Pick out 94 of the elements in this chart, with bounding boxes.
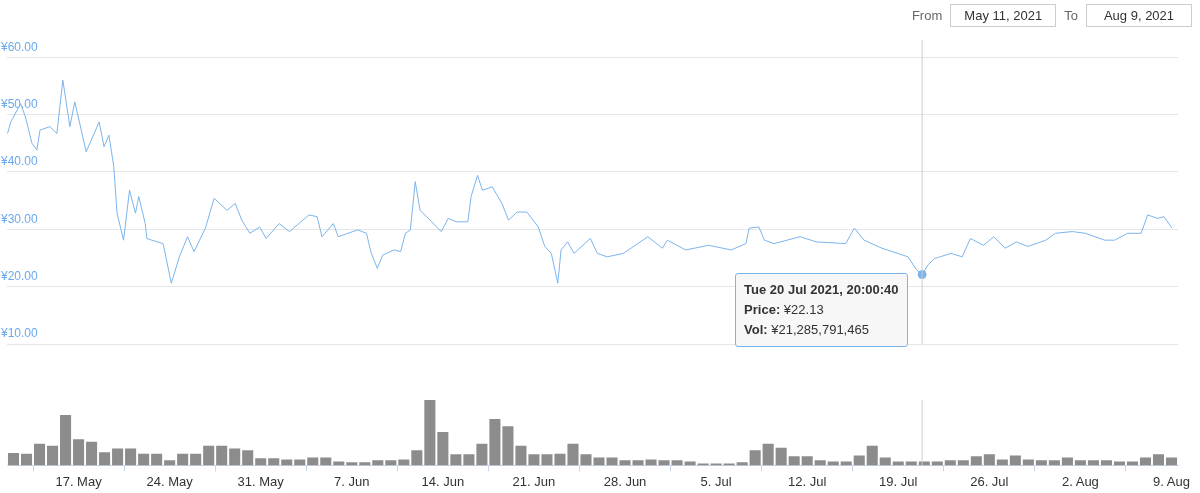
bar bbox=[944, 460, 956, 466]
bar bbox=[47, 445, 59, 466]
text: To bbox=[1064, 8, 1078, 23]
date-field: May 11, 2021 bbox=[950, 4, 1057, 27]
bar bbox=[671, 460, 683, 466]
bar bbox=[983, 454, 995, 466]
bar bbox=[1087, 460, 1099, 466]
bar bbox=[788, 456, 800, 466]
bar bbox=[801, 456, 813, 466]
bar bbox=[1074, 460, 1086, 466]
bar bbox=[7, 452, 20, 466]
bar bbox=[1152, 454, 1165, 466]
x-tick-label: 14. Jun bbox=[421, 473, 465, 489]
bar bbox=[736, 462, 748, 466]
y-tick-label: ¥30.00 bbox=[0, 211, 39, 226]
bar bbox=[827, 461, 839, 466]
bar bbox=[463, 454, 475, 466]
x-tick-label: 21. Jun bbox=[512, 473, 556, 489]
x-tick-label: 28. Jun bbox=[603, 473, 647, 489]
bar bbox=[814, 460, 826, 466]
bar bbox=[372, 460, 384, 466]
bar bbox=[1035, 460, 1047, 466]
bar bbox=[684, 461, 696, 466]
bar bbox=[424, 400, 436, 466]
bar bbox=[957, 460, 969, 466]
bar bbox=[99, 452, 111, 466]
bar bbox=[437, 432, 449, 466]
bar bbox=[216, 445, 228, 466]
bar bbox=[892, 461, 904, 466]
bar bbox=[385, 460, 397, 466]
x-tick-label: 17. May bbox=[55, 473, 103, 489]
bar bbox=[970, 456, 982, 466]
y-tick-label: ¥40.00 bbox=[0, 154, 39, 169]
bar bbox=[164, 460, 176, 466]
bar bbox=[632, 460, 644, 466]
bar bbox=[73, 439, 85, 466]
bar bbox=[1113, 461, 1125, 466]
x-tick-label: 26. Jul bbox=[970, 473, 1009, 489]
annotation: Tue 20 Jul 2021, 20:00:40 bbox=[744, 281, 899, 297]
bar bbox=[489, 418, 501, 466]
bar bbox=[1009, 455, 1021, 466]
y-tick-label: ¥50.00 bbox=[0, 96, 39, 111]
bar bbox=[515, 445, 527, 466]
x-tick-label: 7. Jun bbox=[334, 473, 370, 489]
bar bbox=[255, 458, 267, 466]
y-tick-label: ¥60.00 bbox=[0, 39, 39, 54]
bar bbox=[866, 445, 878, 466]
bar bbox=[268, 458, 280, 466]
bar bbox=[86, 441, 98, 466]
x-tick-label: 5. Jul bbox=[700, 473, 732, 489]
x-tick-label: 9. Aug bbox=[1153, 473, 1190, 489]
bar bbox=[502, 426, 514, 466]
bar bbox=[1126, 461, 1138, 466]
bar bbox=[203, 445, 215, 466]
bar bbox=[476, 443, 488, 466]
x-tick-label: 31. May bbox=[237, 473, 285, 489]
x-tick-label: 12. Jul bbox=[788, 473, 827, 489]
annotation: Vol: ¥21,285,791,465 bbox=[744, 320, 870, 339]
bar bbox=[190, 453, 202, 466]
y-tick-label: ¥20.00 bbox=[0, 268, 39, 283]
bar bbox=[905, 461, 917, 466]
bar bbox=[60, 415, 72, 466]
bar bbox=[775, 447, 787, 466]
bar bbox=[138, 453, 150, 466]
bar bbox=[125, 448, 137, 466]
x-tick-label: 2. Aug bbox=[1061, 473, 1099, 489]
x-tick-label: 24. May bbox=[146, 473, 194, 489]
bar bbox=[151, 453, 163, 466]
bar bbox=[242, 450, 254, 466]
y-tick-label: ¥10.00 bbox=[0, 326, 39, 341]
bar bbox=[333, 461, 345, 466]
bar bbox=[658, 460, 670, 466]
date-field: Aug 9, 2021 bbox=[1086, 4, 1192, 27]
bar bbox=[840, 461, 852, 466]
bar bbox=[346, 462, 358, 466]
bar bbox=[762, 443, 774, 466]
bar bbox=[749, 450, 761, 466]
bar bbox=[112, 448, 124, 466]
bar bbox=[1048, 460, 1060, 466]
bar bbox=[177, 453, 189, 466]
bar bbox=[450, 454, 462, 466]
bar bbox=[931, 461, 943, 466]
bar bbox=[229, 448, 241, 466]
text: From bbox=[911, 8, 943, 23]
bar bbox=[359, 462, 371, 466]
x-tick-label: 19. Jul bbox=[879, 473, 918, 489]
bar bbox=[853, 455, 865, 466]
bar bbox=[34, 443, 46, 466]
annotation: Price: ¥22.13 bbox=[744, 300, 825, 319]
bar bbox=[1100, 460, 1112, 466]
bar bbox=[528, 454, 540, 466]
bar bbox=[411, 450, 423, 466]
bar bbox=[541, 454, 553, 466]
bar bbox=[20, 453, 33, 466]
